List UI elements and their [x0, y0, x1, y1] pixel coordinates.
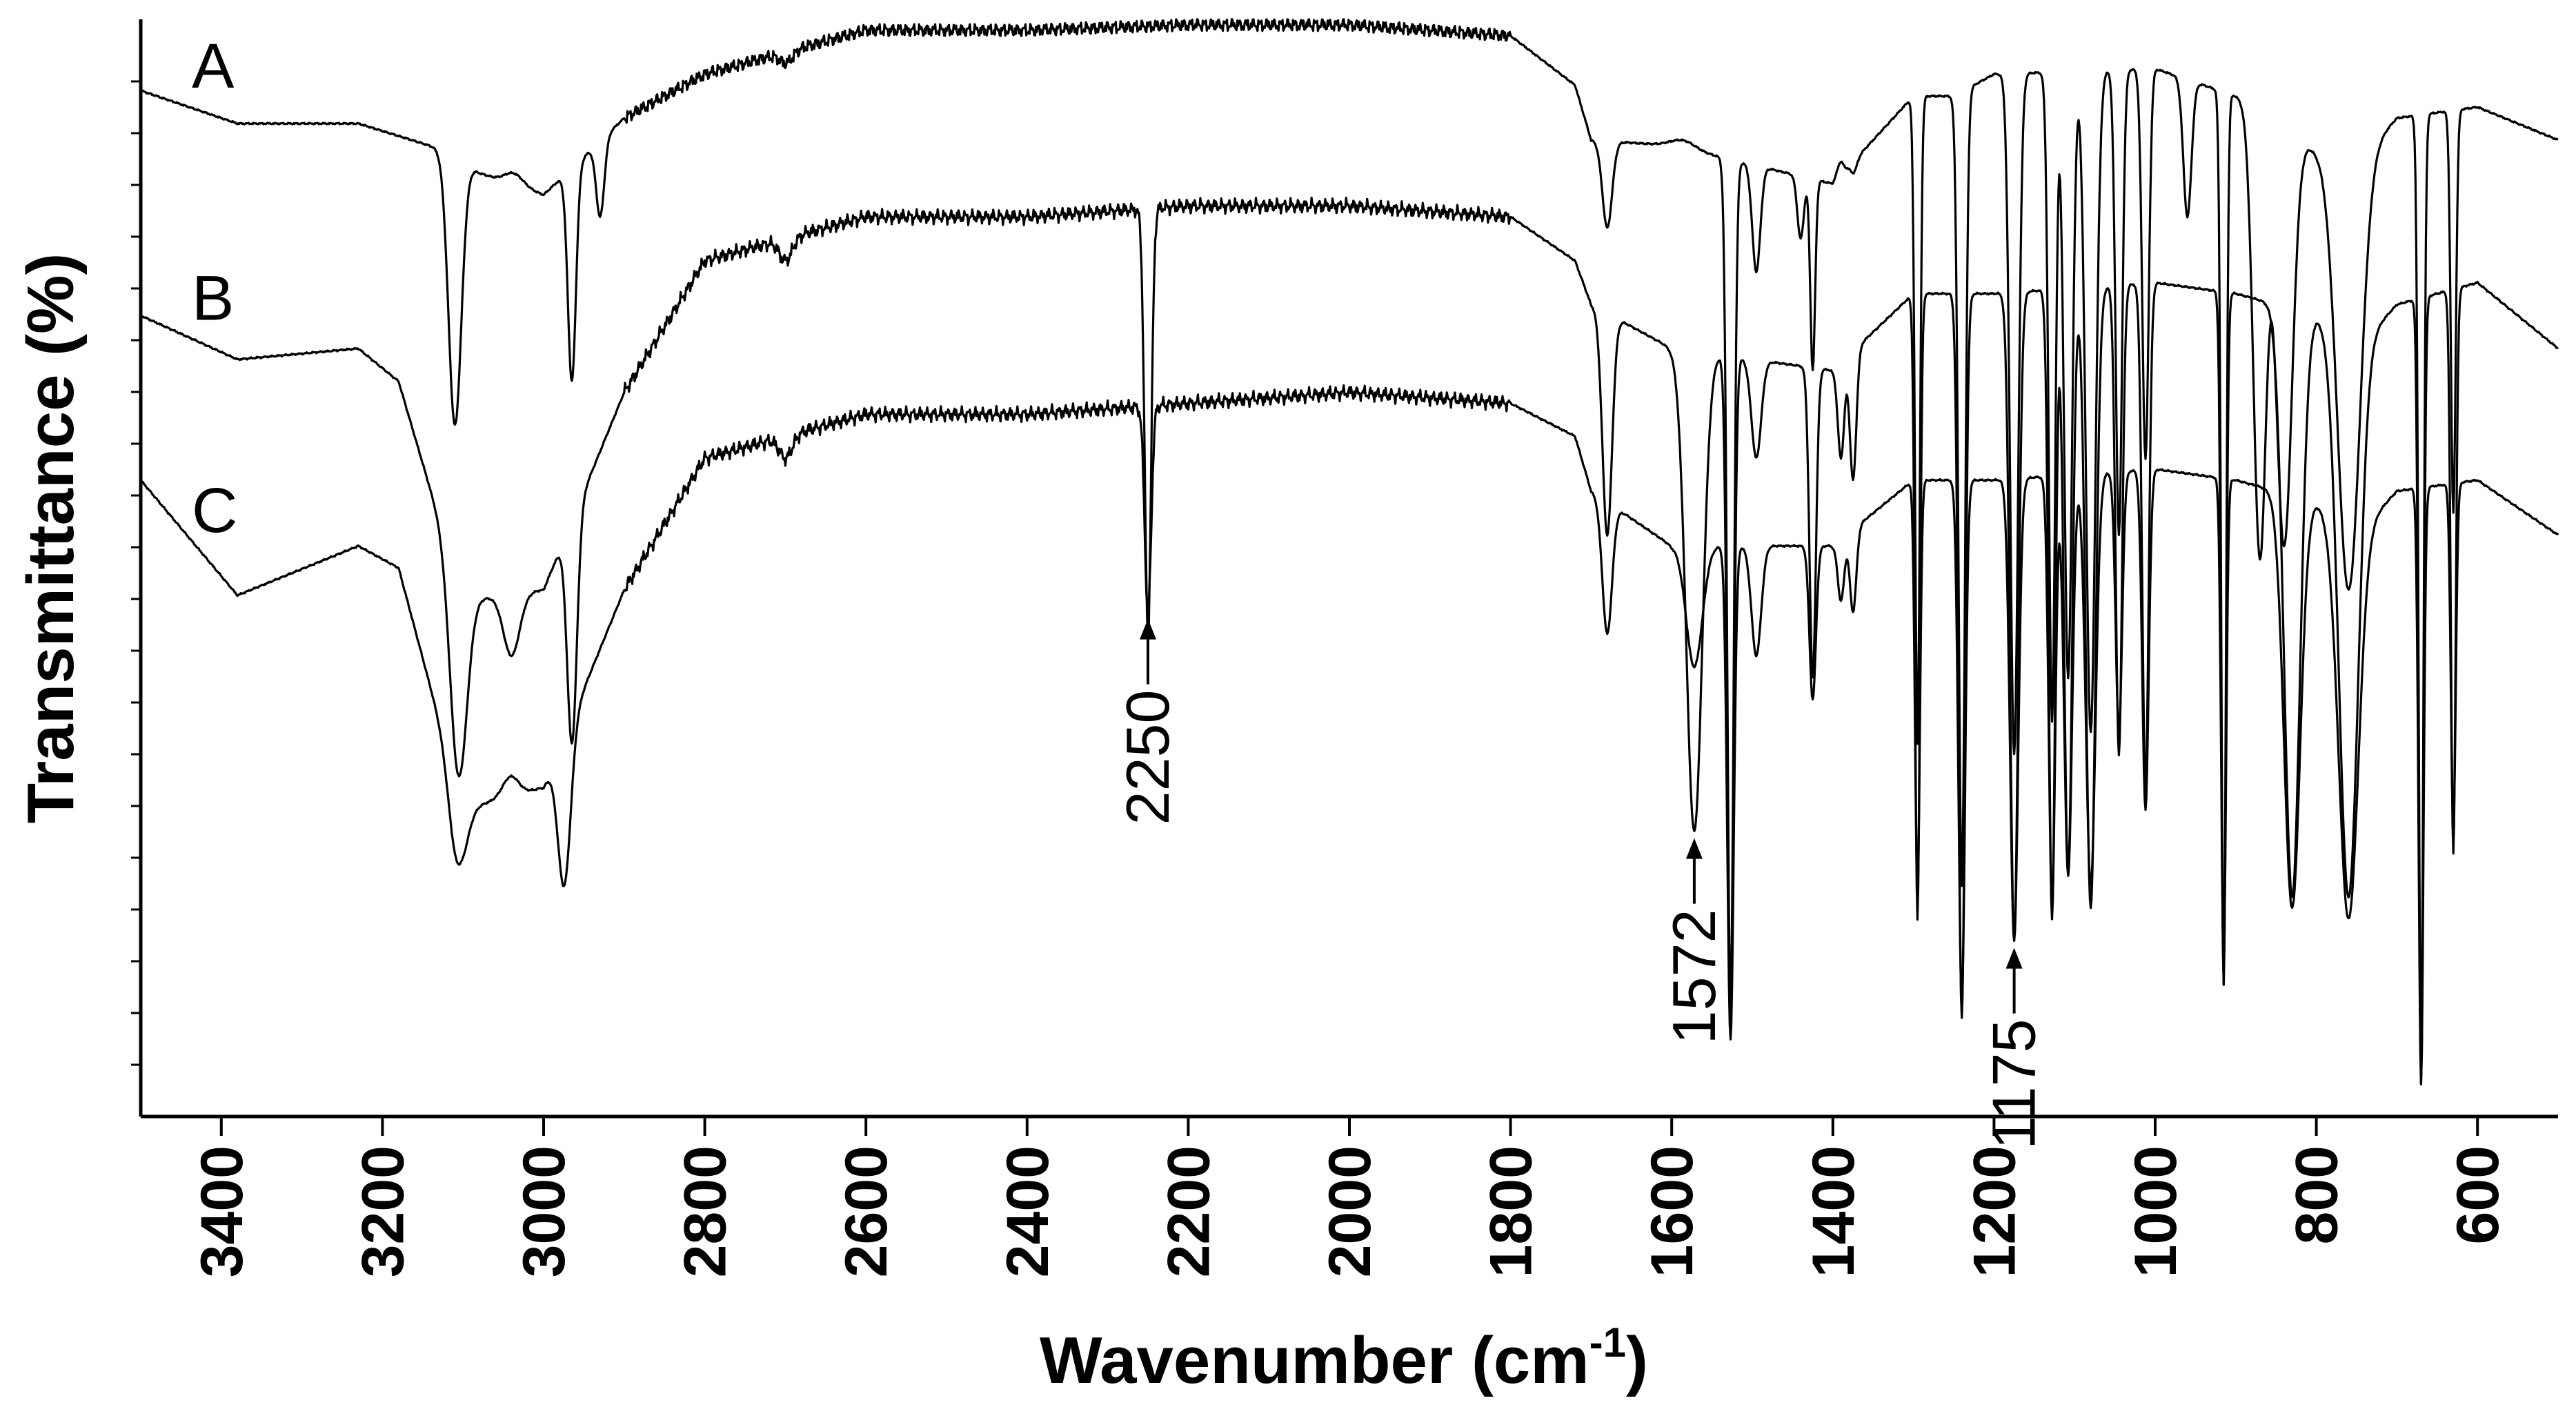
spectrum-line-b — [139, 197, 2559, 1085]
series-labels: A B C — [192, 31, 237, 546]
x-tick-label: 2200 — [1156, 1145, 1222, 1277]
x-tick-label: 2800 — [673, 1145, 739, 1277]
x-tick-label: 1200 — [1961, 1145, 2028, 1277]
x-tick-label: 600 — [2445, 1145, 2511, 1245]
y-axis-title: Transmittance (%) — [14, 253, 88, 824]
x-axis-title-main: Wavenumber (cm — [1040, 1324, 1589, 1397]
x-tick-label: 2400 — [995, 1145, 1061, 1277]
x-tick-label: 2000 — [1317, 1145, 1383, 1277]
x-tick-label: 1800 — [1478, 1145, 1545, 1277]
x-tick-label: 1600 — [1639, 1145, 1705, 1277]
series-label-b: B — [192, 264, 234, 334]
series-label-a: A — [192, 31, 235, 101]
x-axis-ticks: 3400 3200 3000 2800 2600 2400 2200 2000 1800 1600… — [189, 1117, 2511, 1277]
x-tick-label: 3400 — [189, 1145, 255, 1277]
x-tick-label: 2600 — [833, 1145, 900, 1277]
annotation-label: 2250 — [1113, 690, 1182, 825]
x-tick-label: 1400 — [1801, 1145, 1867, 1277]
x-axis-title-close: ) — [1626, 1324, 1648, 1397]
spectrum-line-c — [139, 384, 2559, 1085]
annotation-arrow-head — [1685, 838, 1703, 859]
x-tick-label: 3000 — [511, 1145, 577, 1277]
annotation-arrow-head — [1140, 618, 1156, 640]
peak-annotations: 2250 1572 1175 — [1113, 618, 2048, 1150]
spectrum-line-a — [140, 18, 2559, 1063]
x-tick-label: 800 — [2284, 1145, 2350, 1245]
annotation-label: 1175 — [1980, 1019, 2048, 1150]
spectra — [139, 18, 2559, 1085]
x-axis-title-superscript: -1 — [1589, 1319, 1626, 1366]
annotation-arrow-head — [2005, 947, 2023, 969]
x-tick-label: 1000 — [2123, 1145, 2189, 1277]
series-label-c: C — [192, 475, 237, 546]
x-axis-title: Wavenumber (cm-1) — [1040, 1319, 1648, 1397]
y-axis-minor-ticks — [131, 80, 141, 1066]
x-tick-label: 3200 — [350, 1145, 416, 1277]
annotation-label: 1572 — [1660, 909, 1728, 1045]
